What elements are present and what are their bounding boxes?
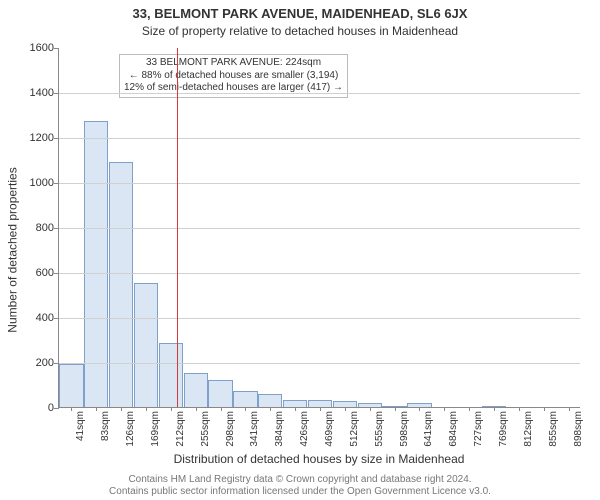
marker-line [177,48,178,407]
xtick-label: 641sqm [423,407,434,447]
ytick-label: 1200 [30,132,59,144]
xtick-label: 341sqm [249,407,260,447]
y-axis-label-text: Number of detached properties [6,167,20,332]
footer: Contains HM Land Registry data © Crown c… [0,474,600,498]
xtick-mark [121,407,122,411]
xtick-label: 812sqm [523,407,534,447]
xtick-mark [469,407,470,411]
xtick-mark [295,407,296,411]
gridline [59,273,580,274]
xtick-label: 855sqm [548,407,559,447]
ytick-label: 1000 [30,177,59,189]
gridline [59,228,580,229]
plot-area: 33 BELMONT PARK AVENUE: 224sqm ← 88% of … [58,48,580,408]
gridline [59,183,580,184]
bar [84,121,108,407]
ytick-label: 800 [36,222,59,234]
xtick-label: 298sqm [225,407,236,447]
xtick-label: 426sqm [299,407,310,447]
xtick-mark [71,407,72,411]
xtick-label: 898sqm [573,407,584,447]
xtick-mark [544,407,545,411]
ytick-label: 600 [36,267,59,279]
xtick-mark [519,407,520,411]
footer-line-2: Contains public sector information licen… [0,486,600,498]
xtick-mark [395,407,396,411]
bar [134,283,158,407]
gridline [59,318,580,319]
footer-line-1: Contains HM Land Registry data © Crown c… [0,474,600,486]
info-line-1: 33 BELMONT PARK AVENUE: 224sqm [124,57,343,70]
ytick-label: 1600 [30,42,59,54]
chart-container: 33, BELMONT PARK AVENUE, MAIDENHEAD, SL6… [0,0,600,500]
gridline [59,93,580,94]
ytick-label: 400 [36,312,59,324]
xtick-mark [196,407,197,411]
xtick-mark [444,407,445,411]
xtick-label: 126sqm [125,407,136,447]
ytick-label: 200 [36,357,59,369]
bar [258,394,282,408]
xtick-mark [320,407,321,411]
chart-title: 33, BELMONT PARK AVENUE, MAIDENHEAD, SL6… [0,6,600,21]
xtick-label: 512sqm [349,407,360,447]
xtick-mark [96,407,97,411]
bar [159,343,183,407]
xtick-mark [569,407,570,411]
bar [308,400,332,407]
xtick-mark [245,407,246,411]
xtick-mark [221,407,222,411]
xtick-label: 41sqm [75,407,86,441]
xtick-label: 727sqm [473,407,484,447]
xtick-mark [370,407,371,411]
xtick-mark [171,407,172,411]
xtick-mark [146,407,147,411]
xtick-mark [494,407,495,411]
xtick-mark [345,407,346,411]
chart-subtitle: Size of property relative to detached ho… [0,24,600,38]
xtick-label: 684sqm [448,407,459,447]
xtick-label: 255sqm [200,407,211,447]
xtick-label: 598sqm [399,407,410,447]
xtick-label: 83sqm [100,407,111,441]
info-line-2: ← 88% of detached houses are smaller (3,… [124,70,343,83]
bar [184,373,208,407]
x-axis-label: Distribution of detached houses by size … [58,452,580,466]
xtick-label: 769sqm [498,407,509,447]
bar [109,162,133,407]
xtick-label: 469sqm [324,407,335,447]
marker-info-box: 33 BELMONT PARK AVENUE: 224sqm ← 88% of … [119,54,348,98]
xtick-mark [419,407,420,411]
xtick-label: 384sqm [274,407,285,447]
bar [233,391,257,407]
gridline [59,363,580,364]
gridline [59,138,580,139]
xtick-label: 212sqm [175,407,186,447]
xtick-label: 169sqm [150,407,161,447]
bar [208,380,232,407]
xtick-mark [270,407,271,411]
bar [59,364,83,407]
xtick-label: 555sqm [374,407,385,447]
bar [283,400,307,407]
y-axis-label: Number of detached properties [4,0,22,500]
ytick-label: 0 [48,402,59,414]
ytick-label: 1400 [30,87,59,99]
